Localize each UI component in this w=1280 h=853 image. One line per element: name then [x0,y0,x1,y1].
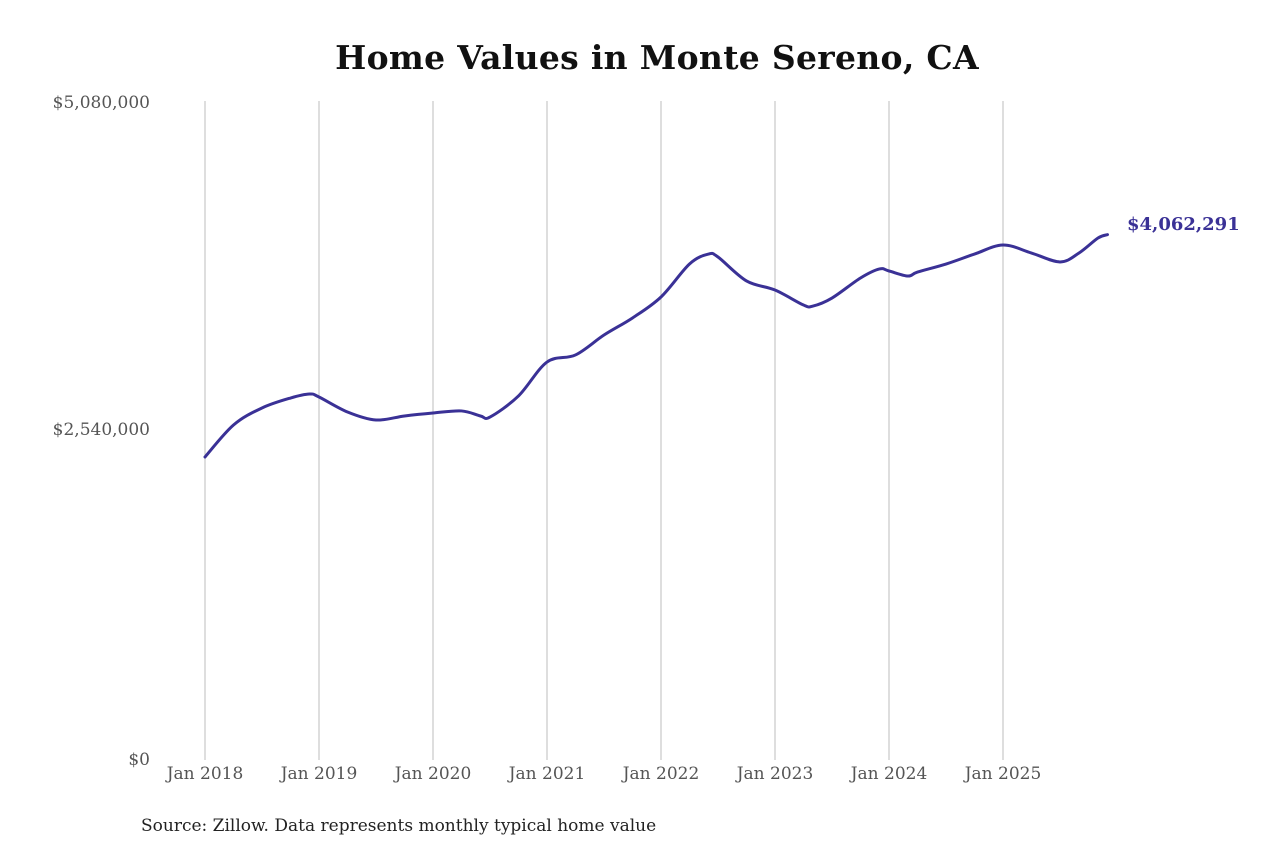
chart-title: Home Values in Monte Sereno, CA [335,38,979,77]
x-tick-2018: Jan 2018 [166,764,244,784]
x-tick-2023: Jan 2023 [736,764,814,784]
vertical-gridlines [204,101,1004,760]
home-value-line [203,233,1109,459]
y-tick-zero: $0 [128,750,150,770]
source-note: Source: Zillow. Data represents monthly … [141,816,657,836]
x-tick-2024: Jan 2024 [850,764,928,784]
x-tick-2025: Jan 2025 [964,764,1042,784]
x-tick-2022: Jan 2022 [622,764,700,784]
x-tick-2019: Jan 2019 [280,764,358,784]
end-value-label: $4,062,291 [1127,214,1240,235]
y-tick-top: $5,080,000 [52,93,150,113]
y-tick-mid: $2,540,000 [52,420,150,440]
x-tick-2021: Jan 2021 [508,764,586,784]
x-tick-2020: Jan 2020 [394,764,472,784]
